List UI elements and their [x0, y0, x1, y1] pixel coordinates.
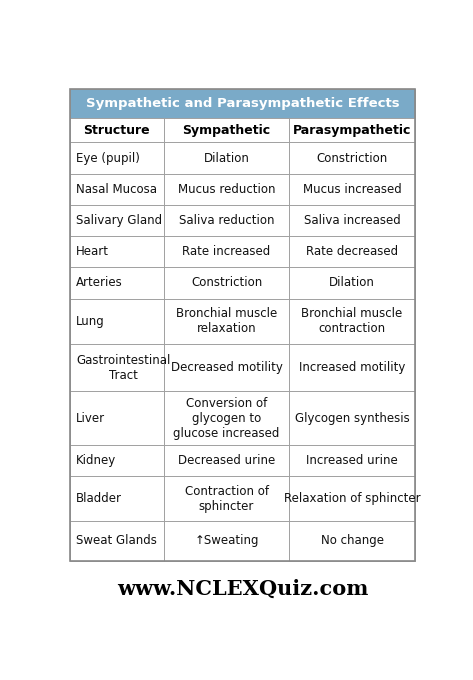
Bar	[289, 343, 415, 391]
Bar	[164, 391, 289, 445]
Bar	[164, 118, 289, 142]
Text: Constriction: Constriction	[191, 276, 262, 290]
Text: Saliva increased: Saliva increased	[304, 214, 401, 227]
Text: Dilation: Dilation	[203, 152, 249, 165]
Text: Parasympathetic: Parasympathetic	[293, 124, 411, 137]
Text: Rate increased: Rate increased	[183, 245, 271, 258]
Text: Increased motility: Increased motility	[299, 361, 405, 374]
Text: Eye (pupil): Eye (pupil)	[76, 152, 140, 165]
Text: Bronchial muscle
relaxation: Bronchial muscle relaxation	[176, 307, 277, 335]
Bar	[70, 343, 164, 391]
Bar	[70, 142, 164, 173]
Bar	[70, 476, 164, 521]
Bar	[70, 118, 164, 142]
Text: Nasal Mucosa: Nasal Mucosa	[76, 183, 157, 196]
Bar	[164, 343, 289, 391]
Bar	[70, 236, 164, 267]
Text: Glycogen synthesis: Glycogen synthesis	[295, 411, 410, 424]
Bar	[164, 267, 289, 299]
Bar	[164, 236, 289, 267]
Text: Constriction: Constriction	[316, 152, 388, 165]
Bar	[164, 476, 289, 521]
Bar	[70, 391, 164, 445]
Bar	[289, 299, 415, 343]
Bar	[164, 205, 289, 236]
Bar	[289, 205, 415, 236]
Bar	[289, 521, 415, 560]
Bar	[70, 205, 164, 236]
Bar	[70, 445, 164, 476]
Text: ↑Sweating: ↑Sweating	[194, 534, 259, 547]
Text: Decreased urine: Decreased urine	[178, 454, 275, 467]
Text: Sweat Glands: Sweat Glands	[76, 534, 157, 547]
Text: Relaxation of sphincter: Relaxation of sphincter	[284, 492, 420, 505]
Text: Sympathetic: Sympathetic	[183, 124, 271, 137]
Text: Mucus increased: Mucus increased	[303, 183, 402, 196]
Bar	[164, 142, 289, 173]
Text: Conversion of
glycogen to
glucose increased: Conversion of glycogen to glucose increa…	[174, 396, 280, 439]
Text: Lung: Lung	[76, 315, 105, 328]
Text: Saliva reduction: Saliva reduction	[179, 214, 274, 227]
Bar	[289, 445, 415, 476]
Text: Rate decreased: Rate decreased	[306, 245, 398, 258]
Text: Decreased motility: Decreased motility	[171, 361, 282, 374]
Text: Heart: Heart	[76, 245, 109, 258]
Bar	[289, 267, 415, 299]
Bar	[164, 521, 289, 560]
Text: Kidney: Kidney	[76, 454, 116, 467]
Bar	[164, 299, 289, 343]
Bar	[289, 391, 415, 445]
Bar	[70, 521, 164, 560]
Text: Liver: Liver	[76, 411, 105, 424]
Text: Increased urine: Increased urine	[306, 454, 398, 467]
Text: Salivary Gland: Salivary Gland	[76, 214, 162, 227]
Bar	[289, 476, 415, 521]
Text: Dilation: Dilation	[329, 276, 375, 290]
Text: No change: No change	[321, 534, 384, 547]
Bar	[289, 173, 415, 205]
Text: Structure: Structure	[84, 124, 150, 137]
Bar	[289, 142, 415, 173]
Bar	[164, 173, 289, 205]
Text: Arteries: Arteries	[76, 276, 123, 290]
Bar	[164, 445, 289, 476]
Text: Gastrointestinal
Tract: Gastrointestinal Tract	[76, 354, 171, 381]
Bar	[289, 118, 415, 142]
Bar	[70, 89, 415, 118]
Text: www.NCLEXQuiz.com: www.NCLEXQuiz.com	[117, 579, 368, 599]
Text: Sympathetic and Parasympathetic Effects: Sympathetic and Parasympathetic Effects	[86, 97, 399, 110]
Bar	[70, 267, 164, 299]
Text: Contraction of
sphincter: Contraction of sphincter	[184, 485, 269, 513]
Bar	[289, 236, 415, 267]
Text: Bladder: Bladder	[76, 492, 122, 505]
Text: Mucus reduction: Mucus reduction	[178, 183, 275, 196]
Text: Bronchial muscle
contraction: Bronchial muscle contraction	[301, 307, 403, 335]
Bar	[70, 299, 164, 343]
Bar	[70, 173, 164, 205]
